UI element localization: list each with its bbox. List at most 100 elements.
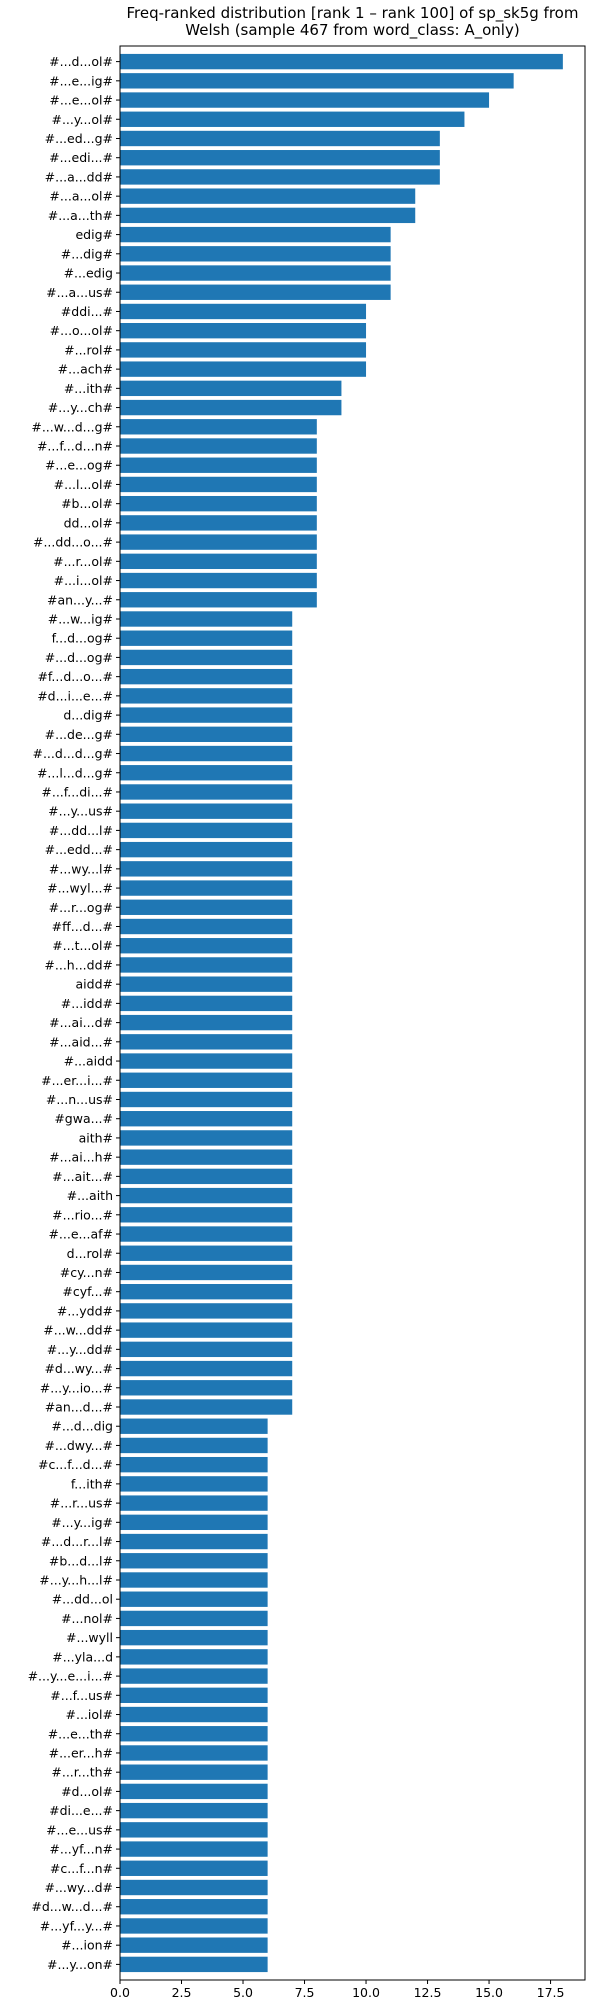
- y-tick-label: #...f...d...n#: [37, 439, 113, 454]
- y-tick-label: #...er...i...#: [41, 1073, 113, 1088]
- y-tick-label: edig#: [75, 227, 113, 242]
- y-tick-label: #...rol#: [64, 342, 113, 357]
- bar: [120, 1418, 268, 1434]
- bar: [120, 765, 293, 781]
- y-tick-label: #...ach#: [58, 362, 113, 377]
- y-tick-label: #...dwy...#: [44, 1438, 113, 1453]
- y-tick-label: #...f...di...#: [41, 784, 113, 799]
- bar: [120, 1553, 268, 1569]
- x-axis: 0.0 2.5 5.0 7.5 10.0 12.5 15.0 17.5: [110, 1980, 564, 2000]
- bar: [120, 1091, 293, 1108]
- y-tick-label: #...o...ol#: [50, 323, 113, 338]
- y-tick-label: #...aid...#: [49, 1034, 113, 1049]
- x-tick-label: 5.0: [233, 1985, 253, 2000]
- bar: [120, 880, 293, 896]
- bar: [120, 361, 367, 377]
- y-tick-label: #...t...ol#: [52, 938, 113, 953]
- y-tick-label: #c...f...n#: [50, 1861, 113, 1876]
- y-tick-label: #...a...dd#: [45, 169, 113, 184]
- bar: [120, 73, 514, 89]
- bar: [120, 668, 293, 685]
- y-tick-label: #...l...ol#: [54, 477, 113, 492]
- bar: [120, 150, 440, 166]
- bars-group: [120, 53, 563, 1973]
- y-tick-label: #...ai...d#: [49, 1015, 113, 1030]
- bar: [120, 784, 293, 800]
- bar: [120, 1726, 268, 1742]
- bar: [120, 1706, 268, 1723]
- bar: [120, 1495, 268, 1511]
- bar: [120, 1591, 268, 1607]
- y-tick-label: #an...y...#: [47, 592, 113, 607]
- bar: [120, 188, 416, 204]
- bar: [120, 1053, 293, 1069]
- bar: [120, 1072, 293, 1088]
- bar: [120, 1514, 268, 1531]
- y-tick-label: #...ion#: [61, 1938, 113, 1953]
- bar: [120, 1783, 268, 1800]
- y-tick-label: #...y...io...#: [40, 1380, 113, 1395]
- x-tick-label: 0.0: [110, 1985, 130, 2000]
- bar: [120, 323, 367, 339]
- y-tick-label: aidd#: [76, 977, 113, 992]
- y-tick-label: #...dd...ol: [52, 1592, 113, 1607]
- bar: [120, 553, 317, 570]
- y-tick-label: #ddi...#: [61, 304, 113, 319]
- bar: [120, 1668, 268, 1684]
- y-tick-label: #b...ol#: [61, 496, 113, 511]
- y-tick-label: #...d...og#: [45, 650, 113, 665]
- bar: [120, 1034, 293, 1050]
- y-tick-label: #...rio...#: [52, 1207, 113, 1222]
- y-tick-label: #...d...d...g#: [32, 746, 113, 761]
- y-tick-label: #cy...n#: [60, 1265, 113, 1280]
- bar: [120, 419, 317, 435]
- bar: [120, 1937, 268, 1953]
- y-tick-label: #ff...d...#: [52, 919, 113, 934]
- y-tick-label: #...aidd: [64, 1054, 113, 1069]
- y-tick-label: #...e...ig#: [49, 73, 113, 88]
- y-tick-label: #...y...on#: [47, 1957, 113, 1972]
- y-tick-label: #...yf...n#: [49, 1842, 113, 1857]
- y-tick-label: #d...w...d...#: [31, 1899, 113, 1914]
- y-tick-label: #...wy...l#: [49, 861, 113, 876]
- y-tick-label: #...w...d...g#: [31, 419, 113, 434]
- y-tick-label: #an...d...#: [45, 1400, 113, 1415]
- bar: [120, 976, 293, 992]
- bar: [120, 1245, 293, 1261]
- y-tick-label: #...a...th#: [48, 208, 113, 223]
- y-tick-label: #c...f...d...#: [38, 1457, 113, 1472]
- bar: [120, 53, 563, 70]
- y-tick-label: #...er...h#: [49, 1745, 113, 1760]
- y-tick-label: #...ai...h#: [49, 1150, 113, 1165]
- y-tick-label: #...y...h...l#: [39, 1572, 113, 1587]
- y-tick-label: #...r...ol#: [53, 554, 113, 569]
- bar: [120, 861, 293, 877]
- y-tick-label: #...a...us#: [46, 285, 113, 300]
- y-tick-label: f...d...og#: [52, 631, 113, 646]
- bar: [120, 1687, 268, 1703]
- bar: [120, 207, 416, 224]
- y-tick-label: #...r...us#: [50, 1496, 113, 1511]
- bar: [120, 841, 293, 858]
- bar: [120, 130, 440, 147]
- bar: [120, 1149, 293, 1165]
- y-tick-label: #...a...ol#: [49, 189, 113, 204]
- y-tick-label: #...e...og#: [45, 458, 113, 473]
- y-tick-label: #...idd#: [61, 996, 113, 1011]
- y-tick-label: #d...wy...#: [44, 1361, 113, 1376]
- bar: [120, 1226, 293, 1242]
- x-tick-label: 2.5: [172, 1985, 192, 2000]
- bar: [120, 649, 293, 666]
- bar: [120, 630, 293, 646]
- bar: [120, 1399, 293, 1415]
- bar: [120, 611, 293, 627]
- bar: [120, 1533, 268, 1550]
- y-tick-label: #...w...dd#: [43, 1323, 113, 1338]
- bar: [120, 726, 293, 742]
- bar: [120, 995, 293, 1012]
- bar: [120, 1841, 268, 1857]
- bar: [120, 246, 391, 262]
- bar: [120, 957, 293, 973]
- y-tick-label: #...w...ig#: [48, 611, 113, 626]
- y-tick-label: #...wyl...#: [47, 881, 113, 896]
